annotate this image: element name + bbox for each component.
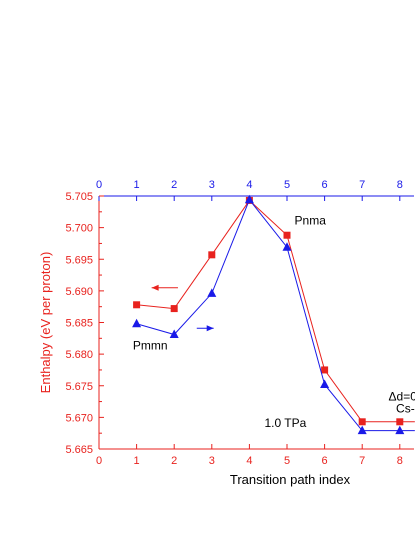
bottom-x-tick-label: 2	[171, 455, 177, 467]
top-x-tick-label: 4	[246, 179, 252, 191]
arrow-head	[151, 284, 159, 291]
annotations-layer: Pnma Pmmn 1.0 TPa Δd=0.3Cs-IV	[133, 213, 415, 429]
triangle-marker	[132, 318, 142, 328]
bottom-x-tick-label: 7	[359, 455, 365, 467]
triangle-marker	[244, 194, 254, 204]
square-marker	[283, 231, 291, 239]
arrows-layer	[151, 284, 214, 332]
annotation-label: Δd=0.3	[389, 389, 415, 403]
y-tick-label: 5.705	[65, 191, 93, 203]
plot-frame	[98, 195, 414, 450]
arrow-head	[206, 325, 214, 332]
top-x-tick-label: 1	[134, 179, 140, 191]
triangle-marker	[357, 425, 367, 435]
y-tick-label: 5.700	[65, 223, 93, 235]
triangle-marker	[282, 242, 292, 251]
y-axis-label: Enthalpy (eV per proton)	[38, 252, 53, 394]
series-line-2	[136, 198, 415, 432]
square-marker	[208, 251, 216, 259]
square-marker	[396, 418, 404, 426]
bottom-x-tick-label: 0	[96, 455, 102, 467]
bottom-x-tick-label: 4	[246, 455, 252, 467]
y-tick-label: 5.675	[65, 381, 93, 393]
annotation-label: Cs-IV	[396, 401, 415, 415]
annotation-label: Pnma	[295, 213, 327, 227]
bottom-x-tick-label: 3	[209, 455, 215, 467]
y-tick-label: 5.685	[65, 318, 93, 330]
top-x-tick-label: 6	[322, 179, 328, 191]
y-tick-label: 5.680	[65, 349, 93, 361]
top-x-tick-label: 7	[359, 179, 365, 191]
square-marker	[321, 366, 329, 374]
triangle-marker	[169, 329, 179, 339]
square-marker	[170, 305, 178, 313]
y-tick-label: 5.690	[65, 286, 93, 298]
top-x-tick-label: 8	[397, 179, 403, 191]
triangle-marker	[395, 425, 405, 435]
square-marker	[133, 301, 141, 309]
annotation-label: 1.0 TPa	[264, 416, 306, 430]
series-layer	[132, 194, 415, 435]
triangle-marker	[207, 288, 217, 297]
y-tick-label: 5.665	[65, 444, 93, 456]
top-x-tick-label: 2	[171, 179, 177, 191]
annotation-label: Pmmn	[133, 339, 168, 353]
y-tick-label: 5.670	[65, 412, 93, 424]
top-x-tick-label: 3	[209, 179, 215, 191]
x-axis-label: Transition path index	[230, 472, 351, 487]
top-x-tick-label: 5	[284, 179, 290, 191]
bottom-x-tick-label: 6	[322, 455, 328, 467]
bottom-x-tick-label: 8	[397, 455, 403, 467]
bottom-x-tick-label: 1	[134, 455, 140, 467]
top-x-tick-label: 0	[96, 179, 102, 191]
ticks-layer: 0 0 1 1 2 2 3 3 4 4 5 5 6 6 7 7 8 8 5.665 5.670 5.675 5.680 5.…	[65, 179, 402, 467]
y-tick-label: 5.695	[65, 254, 93, 266]
square-marker	[358, 418, 366, 426]
bottom-x-tick-label: 5	[284, 455, 290, 467]
triangle-marker	[320, 379, 330, 388]
